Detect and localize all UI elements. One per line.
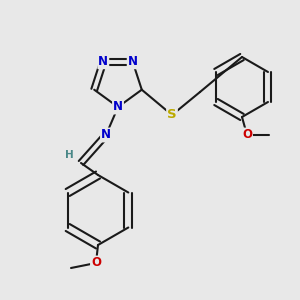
Text: S: S [167, 109, 177, 122]
Text: H: H [64, 150, 74, 160]
Text: N: N [101, 128, 111, 142]
Text: O: O [91, 256, 101, 269]
Text: N: N [113, 100, 123, 113]
Text: O: O [242, 128, 252, 142]
Text: N: N [98, 55, 108, 68]
Text: N: N [128, 55, 138, 68]
